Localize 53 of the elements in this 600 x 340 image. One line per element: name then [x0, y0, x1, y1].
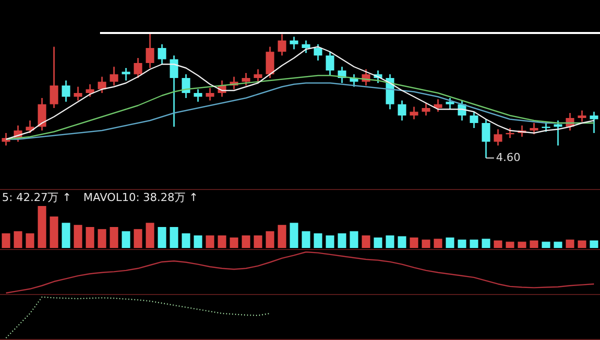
bar: [386, 235, 394, 248]
text: MAVOL10: 38.28万 ↑: [83, 190, 198, 204]
bar: [62, 222, 70, 248]
bar: [74, 224, 82, 248]
bar: [350, 231, 358, 248]
bar: [182, 233, 190, 248]
bar: [590, 240, 598, 248]
bar: [254, 235, 262, 248]
bar: [218, 235, 226, 248]
bar: [398, 236, 406, 248]
text: 5: 42.27万 ↑: [2, 190, 72, 204]
bar: [434, 238, 442, 248]
bar: [194, 235, 202, 248]
bar: [2, 233, 10, 248]
bar: [446, 238, 454, 248]
bar: [146, 222, 154, 248]
bar: [230, 238, 238, 248]
bar: [14, 231, 22, 248]
bar: [326, 235, 334, 248]
bar: [554, 242, 562, 248]
bar: [482, 238, 490, 248]
bar: [158, 227, 166, 248]
bar: [266, 231, 274, 248]
bar: [278, 224, 286, 248]
bar: [338, 233, 346, 248]
bar: [110, 227, 118, 248]
bar: [374, 238, 382, 248]
bar: [410, 238, 418, 248]
bar: [170, 227, 178, 248]
annotation: 4.60: [496, 150, 520, 164]
bar: [566, 240, 574, 248]
bar: [38, 206, 46, 248]
bar: [134, 229, 142, 248]
bar: [206, 235, 214, 248]
bar: [578, 240, 586, 248]
bar: [98, 229, 106, 248]
bar: [26, 233, 34, 248]
bar: [506, 242, 514, 248]
bar: [86, 227, 94, 248]
bar: [458, 240, 466, 248]
bar: [422, 240, 430, 248]
bar: [470, 240, 478, 248]
bar: [302, 231, 310, 248]
bar: [50, 216, 58, 248]
bar: [314, 233, 322, 248]
bar: [242, 235, 250, 248]
bar: [290, 222, 298, 248]
bar: [362, 235, 370, 248]
bar: [494, 240, 502, 248]
bar: [542, 242, 550, 248]
bar: [530, 240, 538, 248]
bar: [122, 231, 130, 248]
bar: [518, 242, 526, 248]
